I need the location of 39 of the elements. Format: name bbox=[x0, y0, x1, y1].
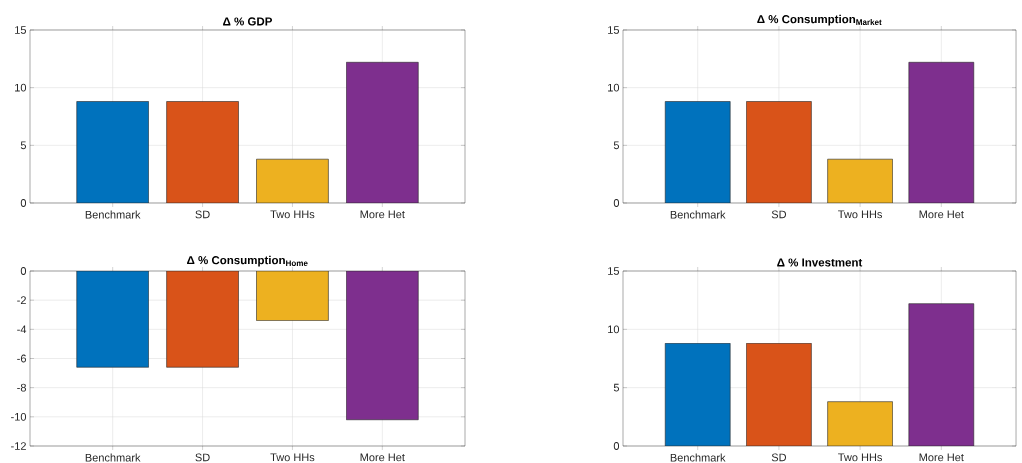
y-tick-label: 15 bbox=[15, 26, 27, 34]
x-tick-label: SD bbox=[195, 453, 210, 462]
x-tick-label: Two HHs bbox=[270, 210, 315, 219]
y-tick-label: 5 bbox=[613, 141, 620, 150]
y-tick-label: -6 bbox=[17, 354, 26, 363]
y-tick-label: 15 bbox=[608, 267, 620, 275]
y-tick-label: -12 bbox=[11, 442, 26, 450]
y-tick-label: 10 bbox=[608, 83, 620, 92]
y-tick-label: -8 bbox=[17, 383, 26, 392]
x-tick-label: More Het bbox=[360, 210, 405, 219]
chart-title: Δ % Consumption$_{Market}$ bbox=[757, 14, 882, 26]
y-tick-label: 10 bbox=[15, 83, 27, 92]
x-tick-label: More Het bbox=[360, 453, 405, 462]
x-tick-label: Two HHs bbox=[270, 453, 315, 462]
y-tick-label: 0 bbox=[20, 267, 27, 275]
y-tick-label: 10 bbox=[608, 325, 620, 334]
chart-title: Δ % Investment bbox=[777, 258, 863, 267]
y-tick-label: -2 bbox=[17, 296, 26, 305]
y-tick-label: -10 bbox=[11, 412, 27, 421]
y-tick-label: 15 bbox=[608, 26, 620, 34]
x-tick-label: Benchmark bbox=[85, 210, 141, 219]
x-tick-label: Two HHs bbox=[838, 210, 883, 219]
y-tick-label: 5 bbox=[613, 383, 620, 392]
y-tick-label: 5 bbox=[20, 141, 27, 150]
y-tick-label: 0 bbox=[613, 199, 620, 207]
x-tick-label: Benchmark bbox=[670, 453, 726, 462]
x-tick-label: More Het bbox=[919, 453, 964, 462]
y-tick-label: 0 bbox=[20, 199, 27, 207]
chart-title: Δ % GDP bbox=[223, 17, 273, 26]
y-tick-label: -4 bbox=[17, 325, 27, 334]
chart-title: Δ % Consumption$_{Home}$ bbox=[187, 255, 308, 267]
x-tick-label: SD bbox=[771, 210, 787, 219]
x-tick-label: SD bbox=[195, 210, 210, 219]
x-tick-label: SD bbox=[771, 453, 787, 462]
y-tick-label: 0 bbox=[613, 442, 620, 450]
x-tick-label: More Het bbox=[919, 210, 964, 219]
x-tick-label: Two HHs bbox=[838, 453, 883, 462]
x-tick-label: Benchmark bbox=[85, 453, 141, 462]
x-tick-label: Benchmark bbox=[670, 210, 726, 219]
